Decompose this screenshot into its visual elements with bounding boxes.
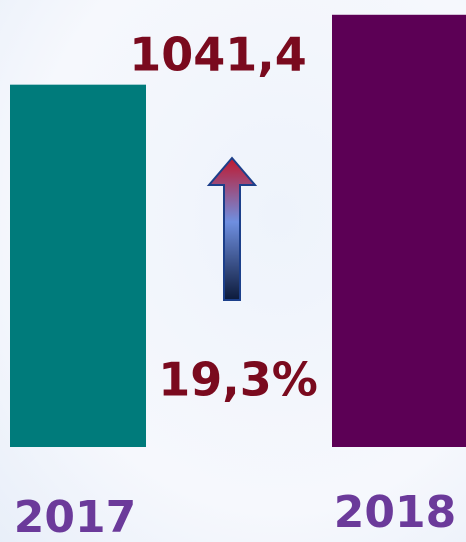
bar	[332, 14, 466, 448]
growth-arrow	[206, 156, 258, 301]
x-tick-label: 2017	[14, 492, 136, 542]
x-tick-label: 2018	[334, 487, 456, 538]
growth-label: 19,3%	[158, 353, 318, 407]
value-label: 1041,4	[129, 28, 307, 82]
bar	[10, 84, 146, 448]
